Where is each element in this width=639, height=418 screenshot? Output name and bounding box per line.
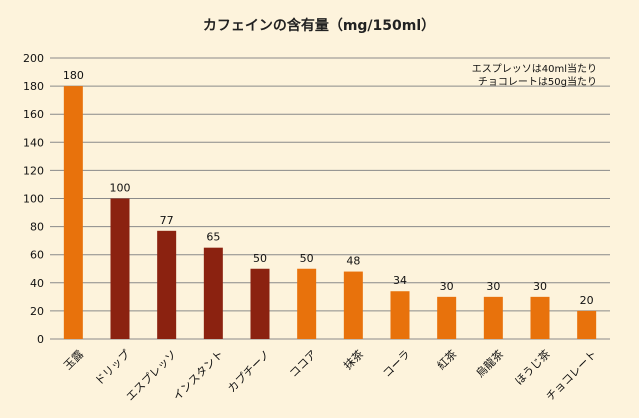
bar <box>390 291 410 339</box>
bar <box>63 86 83 339</box>
bar <box>250 268 270 339</box>
y-tick-label: 0 <box>37 333 44 346</box>
data-label: 30 <box>533 280 547 293</box>
x-category-label: 抹茶 <box>341 348 366 373</box>
y-tick-label: 100 <box>23 193 44 206</box>
bar <box>110 198 130 339</box>
data-label: 30 <box>486 280 500 293</box>
x-category-label: インスタント <box>170 348 226 404</box>
data-label: 77 <box>160 214 174 227</box>
data-label: 30 <box>440 280 454 293</box>
y-tick-label: 40 <box>30 277 44 290</box>
data-labels: 180 100 77 65 50 50 48 34 30 30 30 20 <box>63 69 594 307</box>
x-category-label: カプチーノ <box>225 348 273 396</box>
bar <box>157 230 177 339</box>
bar <box>297 268 317 339</box>
data-label: 50 <box>253 252 267 265</box>
bar <box>483 296 503 339</box>
bar <box>343 271 363 339</box>
data-label: 34 <box>393 274 407 287</box>
data-label: 48 <box>346 255 360 268</box>
bar <box>437 296 457 339</box>
chart-note-espresso: エスプレッソは40ml当たり <box>472 62 597 75</box>
x-category-label: ココア <box>287 348 320 381</box>
y-tick-label: 120 <box>23 164 44 177</box>
bars <box>63 86 597 339</box>
y-tick-label: 20 <box>30 305 44 318</box>
x-category-label: ほうじ茶 <box>512 348 552 388</box>
x-category-label: コーラ <box>380 348 413 381</box>
data-label: 65 <box>206 231 220 244</box>
data-label: 180 <box>63 69 84 82</box>
y-tick-label: 180 <box>23 80 44 93</box>
bar <box>577 310 597 339</box>
bar <box>530 296 550 339</box>
y-tick-label: 160 <box>23 108 44 121</box>
bar <box>203 247 223 339</box>
grid-lines <box>50 57 610 340</box>
y-tick-label: 140 <box>23 136 44 149</box>
chart-note-chocolate: チョコレートは50g当たり <box>478 75 597 88</box>
y-tick-label: 200 <box>23 52 44 65</box>
data-label: 20 <box>580 294 594 307</box>
x-category-label: ドリップ <box>92 348 132 388</box>
y-axis-ticks: 0 20 40 60 80 100 120 140 160 180 200 <box>23 52 44 346</box>
x-category-label: 紅茶 <box>435 348 460 373</box>
data-label: 50 <box>300 252 314 265</box>
y-tick-label: 80 <box>30 221 44 234</box>
data-label: 100 <box>110 182 131 195</box>
chart-title: カフェインの含有量（mg/150ml） <box>203 17 435 34</box>
x-category-label: 玉露 <box>61 348 86 373</box>
y-tick-label: 60 <box>30 249 44 262</box>
x-category-label: 烏龍茶 <box>473 347 506 380</box>
